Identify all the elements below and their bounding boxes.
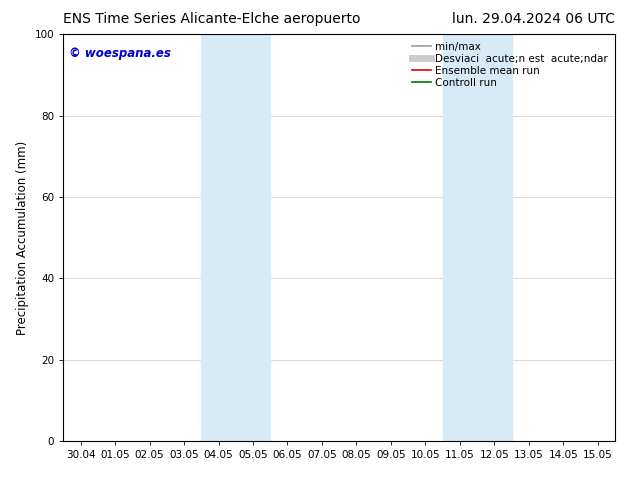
Y-axis label: Precipitation Accumulation (mm): Precipitation Accumulation (mm) bbox=[16, 141, 29, 335]
Bar bbox=[443, 34, 512, 441]
Legend: min/max, Desviaci  acute;n est  acute;ndar, Ensemble mean run, Controll run: min/max, Desviaci acute;n est acute;ndar… bbox=[408, 37, 612, 92]
Text: ENS Time Series Alicante-Elche aeropuerto: ENS Time Series Alicante-Elche aeropuert… bbox=[63, 12, 361, 26]
Text: lun. 29.04.2024 06 UTC: lun. 29.04.2024 06 UTC bbox=[452, 12, 615, 26]
Bar bbox=[202, 34, 270, 441]
Text: © woespana.es: © woespana.es bbox=[69, 47, 171, 59]
